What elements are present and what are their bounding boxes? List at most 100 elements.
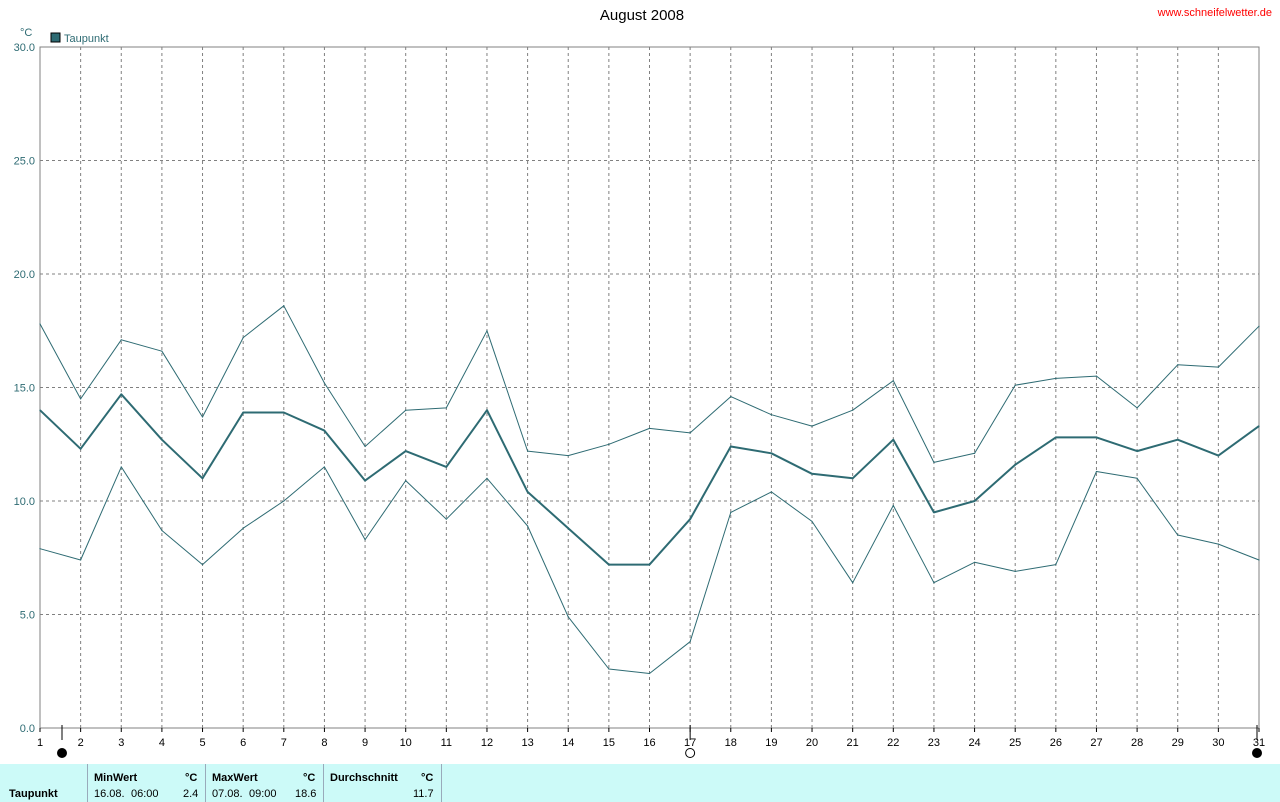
data-point-mean	[323, 430, 326, 432]
x-tick-label: 5	[199, 737, 205, 749]
data-point-mean	[689, 518, 691, 520]
data-point-mean	[1217, 455, 1219, 457]
y-tick-label: 20.0	[14, 269, 35, 281]
data-point-mean	[1177, 439, 1179, 441]
data-point-max	[730, 395, 732, 398]
min-value: 2.4	[183, 788, 199, 800]
x-tick-label: 13	[521, 737, 533, 749]
data-point-max	[892, 380, 894, 382]
x-tick-label: 6	[240, 737, 246, 749]
data-point-max	[486, 330, 488, 332]
data-point-mean	[527, 491, 529, 493]
data-point-min	[201, 563, 204, 566]
data-point-max	[527, 450, 529, 452]
dewpoint-chart: August 2008 www.schneifelwetter.de °C Ta…	[14, 7, 1272, 758]
series-lines	[39, 305, 1260, 675]
data-point-mean	[648, 563, 651, 566]
data-point-mean	[201, 477, 204, 479]
data-point-min	[242, 527, 244, 529]
y-unit-label: °C	[20, 27, 32, 39]
x-tick-label: 14	[562, 737, 574, 749]
max-value: 18.6	[295, 788, 317, 800]
max-date: 07.08.	[212, 788, 243, 800]
data-point-mean	[1258, 425, 1260, 427]
x-tick-label: 23	[928, 737, 940, 749]
y-axis: 0.0 5.0 10.0 15.0 20.0 25.0 30.0	[14, 42, 35, 735]
data-point-max	[689, 432, 691, 434]
stats-row-label: Taupunkt	[9, 788, 58, 800]
avg-header: Durchschnitt	[330, 772, 398, 784]
data-point-min	[405, 479, 407, 482]
x-tick-label: 24	[968, 737, 980, 749]
data-point-max	[1014, 384, 1016, 386]
data-point-mean	[486, 409, 488, 411]
data-point-min	[120, 466, 122, 468]
full-moon-icon	[57, 748, 67, 758]
data-point-min	[364, 538, 366, 541]
data-point-mean	[608, 563, 610, 566]
data-point-min	[852, 582, 854, 584]
moon-phases	[57, 725, 1262, 758]
y-tick-label: 10.0	[14, 496, 35, 508]
data-point-max	[648, 427, 651, 429]
max-header: MaxWert	[212, 772, 258, 784]
data-point-mean	[567, 527, 569, 529]
data-point-mean	[120, 393, 122, 395]
x-tick-label: 2	[78, 737, 84, 749]
y-tick-label: 0.0	[20, 723, 35, 735]
data-point-min	[1095, 470, 1098, 473]
x-tick-label: 20	[806, 737, 818, 749]
x-tick-label: 15	[603, 737, 615, 749]
data-point-min	[1258, 559, 1260, 561]
y-tick-label: 15.0	[14, 383, 35, 395]
stats-max-cell: MaxWert °C 07.08. 09:00 18.6	[206, 764, 324, 802]
data-point-max	[323, 382, 326, 384]
stats-min-cell: MinWert °C 16.08. 06:00 2.4	[88, 764, 206, 802]
min-unit: °C	[185, 772, 198, 784]
data-point-max	[201, 416, 204, 418]
source-link[interactable]: www.schneifelwetter.de	[1157, 7, 1272, 19]
x-tick-label: 8	[321, 737, 327, 749]
data-point-max	[80, 398, 82, 400]
data-point-max	[1258, 325, 1260, 327]
x-tick-label: 26	[1050, 737, 1062, 749]
data-point-min	[486, 477, 488, 479]
data-point-min	[323, 466, 326, 468]
x-tick-label: 16	[643, 737, 655, 749]
data-point-max	[120, 339, 122, 341]
min-time: 06:00	[131, 788, 159, 800]
data-point-mean	[770, 452, 773, 454]
data-point-min	[892, 504, 894, 507]
data-point-max	[567, 455, 569, 457]
data-point-mean	[933, 511, 935, 513]
data-point-mean	[242, 411, 244, 414]
data-point-mean	[1055, 436, 1057, 439]
chart-title: August 2008	[600, 7, 684, 24]
x-tick-label: 7	[281, 737, 287, 749]
data-point-min	[608, 668, 610, 670]
stats-table: Taupunkt MinWert °C 16.08. 06:00 2.4 Max…	[0, 764, 1280, 802]
x-tick-label: 30	[1212, 737, 1224, 749]
avg-value: 11.7	[413, 788, 434, 800]
data-point-min	[161, 529, 163, 532]
data-point-min	[1136, 477, 1138, 479]
x-tick-label: 17	[684, 737, 696, 749]
data-point-max	[1217, 366, 1219, 368]
data-point-min	[811, 520, 813, 523]
data-point-min	[527, 525, 529, 527]
data-point-mean	[1014, 464, 1016, 466]
data-point-mean	[1095, 436, 1098, 439]
data-point-max	[283, 305, 285, 307]
legend-entry: Taupunkt	[64, 33, 109, 45]
data-point-mean	[364, 479, 366, 482]
data-point-mean	[811, 473, 813, 475]
data-point-min	[770, 491, 773, 493]
grid	[40, 47, 1259, 728]
x-tick-label: 18	[725, 737, 737, 749]
data-point-max	[1095, 375, 1098, 377]
data-point-max	[1177, 364, 1179, 366]
data-point-min	[283, 500, 285, 502]
x-tick-label: 19	[765, 737, 777, 749]
x-axis: 1 2 3 4 5 6 7 8 9 10 11 12 13 14 15 16 17 18 19 20 21 22 23 24 2…	[37, 728, 1265, 749]
data-point-min	[648, 672, 651, 675]
